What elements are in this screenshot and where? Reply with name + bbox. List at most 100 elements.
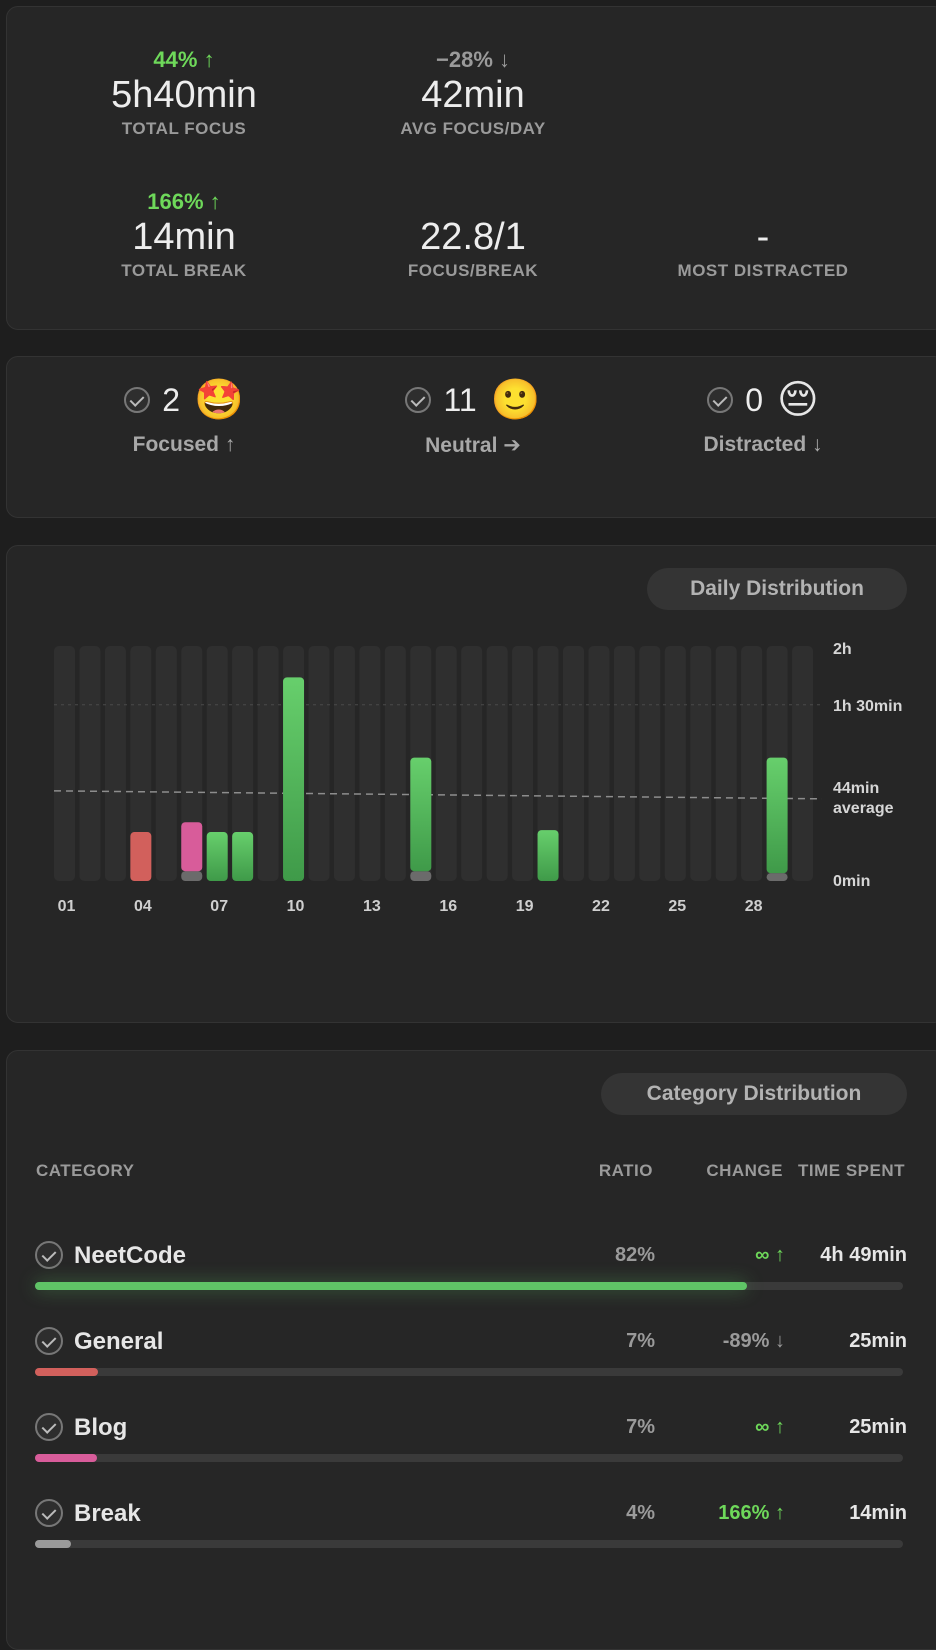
category-distribution-card: Category Distribution CATEGORY RATIO CHA… [6, 1050, 936, 1650]
category-progress-fill [35, 1282, 747, 1290]
category-change: ∞ ↑ [755, 1416, 785, 1438]
x-tick-label: 07 [210, 898, 228, 915]
day-slot [690, 646, 712, 881]
total-break-value: 14min [132, 216, 236, 258]
category-time-spent: 14min [849, 1502, 907, 1524]
day-slot [792, 646, 814, 881]
bar-neetcode-day-15 [410, 757, 432, 872]
total-focus-change: 44% ↑ [153, 47, 215, 72]
total-break-stat: 166% ↑ 14min TOTAL BREAK [54, 189, 314, 281]
y-tick-label: 0min [833, 873, 870, 890]
total-focus-value: 5h40min [111, 74, 257, 116]
daily-distribution-title[interactable]: Daily Distribution [647, 568, 907, 610]
avg-focus-stat: −28% ↓ 42min AVG FOCUS/DAY [343, 47, 603, 139]
mood-neutral[interactable]: 11 🙂 Neutral ➔ [343, 377, 603, 458]
daily-distribution-card: Daily Distribution 01 04 07 10 13 16 19 22 25 28 2… [6, 545, 936, 1023]
x-tick-label: 28 [745, 898, 763, 915]
x-tick-label: 13 [363, 898, 381, 915]
check-circle-icon[interactable] [35, 1327, 63, 1355]
bar-break-day-06 [181, 871, 203, 881]
category-row[interactable]: Break 4% 166% ↑ 14min [7, 1494, 936, 1554]
day-slot [104, 646, 126, 881]
category-row[interactable]: Blog 7% ∞ ↑ 25min [7, 1408, 936, 1468]
mood-name: Distracted ↓ [703, 433, 823, 456]
day-slot [741, 646, 763, 881]
category-time-spent: 25min [849, 1416, 907, 1438]
focus-break-stat: 22.8/1 FOCUS/BREAK [343, 189, 603, 281]
day-slot [563, 646, 584, 881]
x-tick-label: 25 [668, 898, 686, 915]
total-focus-label: TOTAL FOCUS [121, 119, 247, 138]
day-slot [461, 646, 483, 881]
check-circle-icon [707, 387, 734, 413]
focus-break-label: FOCUS/BREAK [407, 261, 539, 280]
most-distracted-label: MOST DISTRACTED [677, 261, 849, 280]
x-tick-label: 10 [287, 898, 305, 915]
day-slot [308, 646, 330, 881]
avg-focus-change: −28% ↓ [436, 47, 510, 72]
day-slot [613, 646, 635, 881]
bar-break-day-15 [410, 871, 432, 881]
category-name: Blog [74, 1414, 128, 1441]
category-progress-fill [35, 1454, 97, 1462]
mood-focused[interactable]: 2 🤩 Focused ↑ [54, 377, 314, 457]
star-struck-emoji-icon: 🤩 [193, 378, 244, 422]
header-change: CHANGE [706, 1161, 783, 1180]
category-ratio: 82% [614, 1244, 655, 1266]
category-progress-fill [35, 1540, 72, 1548]
check-circle-icon[interactable] [35, 1499, 63, 1527]
category-progress-track [35, 1368, 903, 1376]
bar-neetcode-day-20 [537, 830, 559, 881]
category-distribution-title[interactable]: Category Distribution [601, 1073, 907, 1115]
mood-count: 2 [162, 381, 180, 418]
category-progress-track [35, 1282, 903, 1290]
bar-general-day-04 [130, 832, 152, 881]
category-time-spent: 25min [849, 1330, 907, 1352]
x-tick-label: 16 [439, 898, 457, 915]
day-slot [588, 646, 610, 881]
mood-summary-card: 2 🤩 Focused ↑ 11 🙂 Neutral ➔ 0 😔 Distrac… [6, 356, 936, 518]
total-focus-stat: 44% ↑ 5h40min TOTAL FOCUS [54, 47, 314, 139]
category-progress-track [35, 1454, 903, 1462]
bar-break-day-29 [766, 873, 788, 881]
day-slot [359, 646, 381, 881]
avg-focus-label: AVG FOCUS/DAY [400, 119, 546, 138]
daily-bar-chart: 01 04 07 10 13 16 19 22 25 28 2h 1h 30min 44min avera… [53, 641, 902, 915]
header-category: CATEGORY [36, 1161, 135, 1180]
header-ratio: RATIO [598, 1161, 653, 1180]
focus-break-value: 22.8/1 [420, 216, 526, 258]
x-tick-label: 22 [592, 898, 610, 915]
category-name: NeetCode [74, 1242, 187, 1269]
category-progress-fill [35, 1368, 99, 1376]
x-tick-label: 19 [516, 898, 534, 915]
day-slot [486, 646, 508, 881]
most-distracted-stat: - MOST DISTRACTED [633, 189, 893, 281]
x-tick-label: 04 [134, 898, 152, 915]
header-time-spent: TIME SPENT [797, 1161, 905, 1180]
day-slot [512, 646, 534, 881]
day-slot [715, 646, 737, 881]
mood-count: 0 [745, 381, 764, 418]
bar-neetcode-day-08 [232, 832, 254, 881]
check-circle-icon [405, 387, 432, 413]
day-slot [155, 646, 177, 881]
mood-distracted[interactable]: 0 😔 Distracted ↓ [633, 377, 893, 457]
total-break-change: 166% ↑ [147, 189, 221, 214]
check-circle-icon [124, 387, 151, 413]
day-slot [384, 646, 406, 881]
category-row[interactable]: NeetCode 82% ∞ ↑ 4h 49min [7, 1236, 936, 1296]
day-slot [257, 646, 279, 881]
category-row[interactable]: General 7% -89% ↓ 25min [7, 1322, 936, 1382]
category-change: -89% ↓ [722, 1330, 785, 1352]
day-slot [435, 646, 457, 881]
category-change: ∞ ↑ [755, 1244, 785, 1266]
y-tick-label: 1h 30min [833, 698, 902, 715]
total-break-label: TOTAL BREAK [121, 261, 247, 280]
day-slot [79, 646, 101, 881]
check-circle-icon[interactable] [35, 1413, 63, 1441]
category-name: Break [74, 1500, 141, 1527]
check-circle-icon[interactable] [35, 1241, 63, 1269]
bar-blog-day-06 [181, 822, 203, 872]
day-slot [664, 646, 686, 881]
slightly-smiling-emoji-icon: 🙂 [490, 378, 541, 422]
